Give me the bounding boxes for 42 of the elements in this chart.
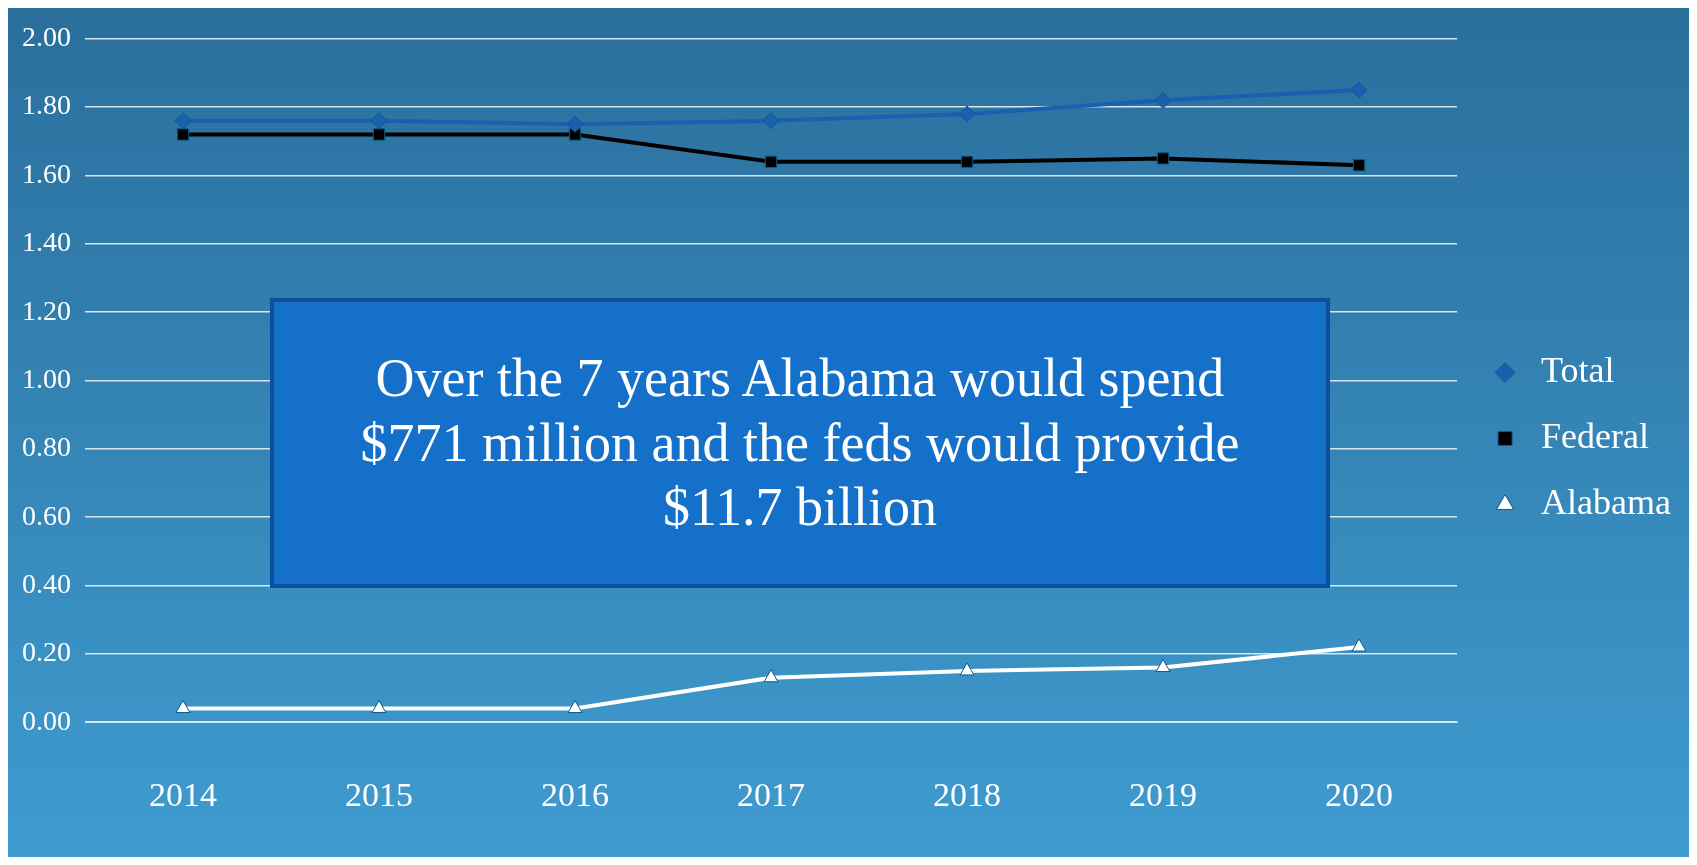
legend-label: Total [1541,349,1615,390]
x-tick-label: 2020 [1325,775,1394,813]
point [175,700,191,714]
point [1155,659,1171,673]
point [762,112,780,130]
x-tick-label: 2017 [737,775,806,813]
point [176,128,190,141]
y-tick-label: 1.40 [22,226,71,258]
x-tick-label: 2015 [345,775,414,813]
point [959,662,975,676]
point [371,700,387,714]
x-tick-label: 2018 [933,775,1002,813]
point [1352,159,1366,172]
y-tick-label: 2.00 [22,21,71,53]
y-tick-label: 1.00 [22,362,71,394]
y-tick-label: 1.60 [22,157,71,189]
point [1156,152,1170,165]
callout-box: Over the 7 years Alabama would spend $771 million and the feds would provide $11.7 billion [270,298,1330,588]
point [764,155,778,168]
y-tick-label: 0.20 [22,636,71,668]
legend-label: Alabama [1541,481,1672,522]
point [763,669,779,683]
point [372,128,386,141]
point [566,115,584,133]
y-tick-label: 0.60 [22,499,71,531]
point [370,112,388,130]
y-tick-label: 0.80 [22,431,71,463]
point [567,700,583,714]
y-tick-label: 0.00 [22,704,71,736]
y-tick-label: 0.40 [22,567,71,599]
point [1154,91,1172,109]
point [960,155,974,168]
y-tick-label: 1.20 [22,294,71,326]
x-tick-label: 2019 [1129,775,1198,813]
point [1350,81,1368,99]
legend-label: Federal [1541,415,1650,456]
y-tick-label: 1.80 [22,89,71,121]
x-tick-label: 2014 [149,775,217,813]
point [958,105,976,123]
point [174,112,192,130]
x-tick-label: 2016 [541,775,610,813]
point [1351,638,1367,652]
